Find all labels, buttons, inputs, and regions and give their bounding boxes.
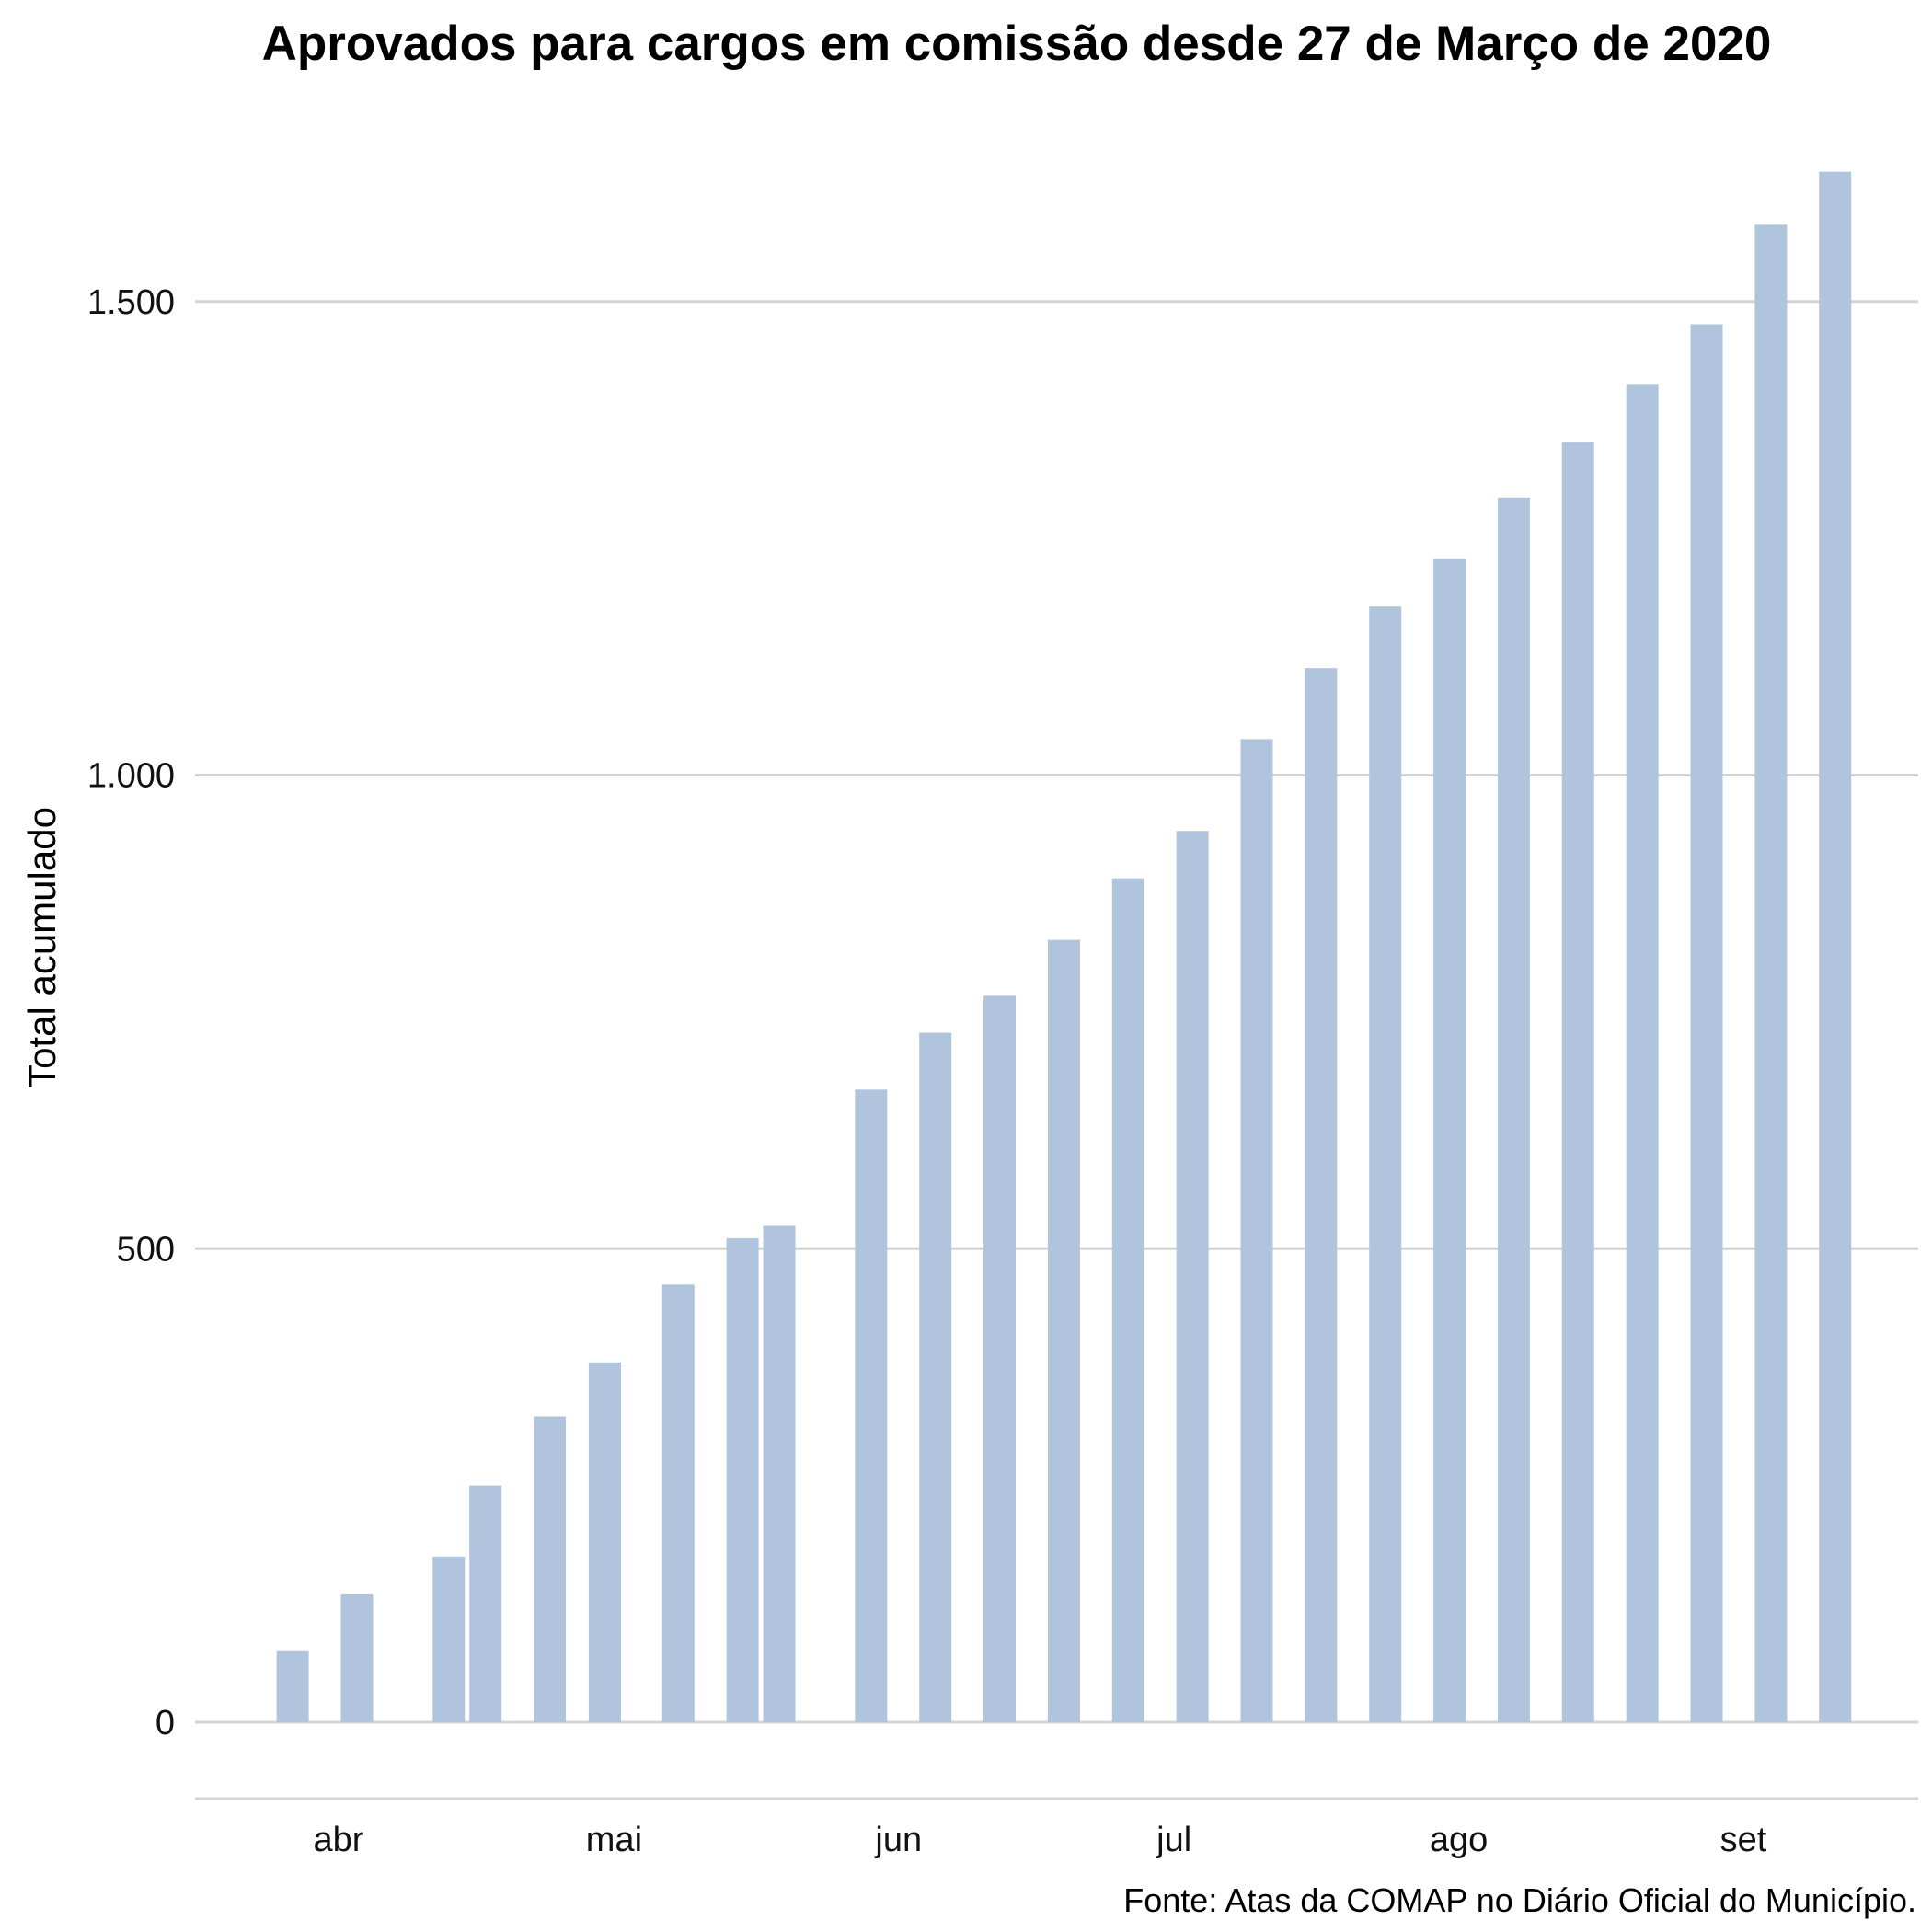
x-tick-label: abr [314,1821,364,1859]
bar [1047,939,1080,1722]
y-tick-label: 500 [117,1230,175,1269]
x-tick-label: set [1720,1821,1767,1859]
y-tick-label: 0 [155,1704,175,1742]
x-tick-label: jul [1156,1821,1191,1859]
bar [1690,324,1723,1722]
bar [855,1089,888,1722]
x-tick-label: jun [874,1821,922,1859]
y-axis-label: Total acumulado [20,807,63,1088]
y-tick-label: 1.500 [87,283,175,322]
y-tick-label: 1.000 [87,757,175,796]
bar [1626,384,1659,1722]
bar [919,1032,952,1722]
bar [276,1650,309,1722]
bar [588,1362,621,1722]
bar [1305,668,1338,1722]
bar [661,1284,695,1722]
x-axis-ticks: abr mai jun jul ago set [314,1821,1767,1859]
bar [763,1225,796,1722]
bar [1497,497,1530,1723]
bar [1561,442,1594,1723]
bar [432,1556,466,1722]
bar [340,1594,374,1722]
bar [1240,739,1273,1722]
chart-caption: Fonte: Atas da COMAP no Diário Oficial d… [1123,1881,1916,1919]
bar [469,1485,502,1722]
bar [1433,558,1466,1723]
bar [1176,831,1209,1722]
bar [1754,224,1788,1723]
bar [983,995,1017,1722]
bar [1111,878,1144,1722]
bar [1819,171,1852,1722]
bar [534,1416,567,1722]
bar [1369,606,1402,1722]
bar [726,1237,759,1722]
chart-title: Aprovados para cargos em comissão desde … [262,17,1772,71]
y-axis-ticks: 0 500 1.000 1.500 [87,283,175,1742]
bars [276,171,1852,1723]
x-tick-label: mai [586,1821,642,1859]
x-tick-label: ago [1430,1821,1488,1859]
